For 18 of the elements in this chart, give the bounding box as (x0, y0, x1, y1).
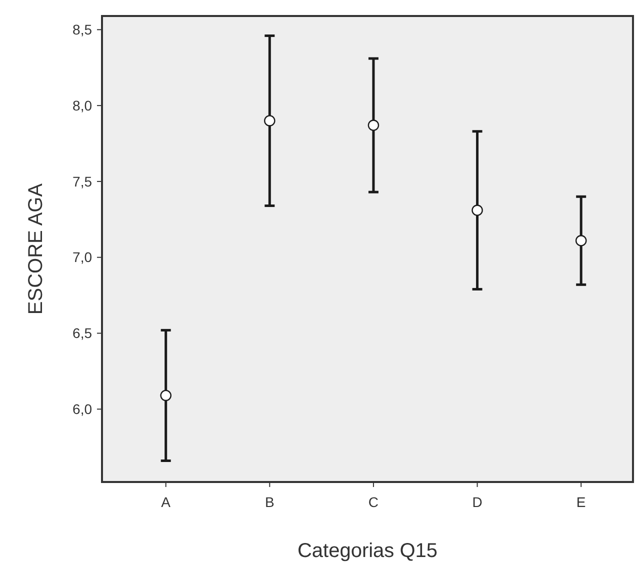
y-tick-label: 6,0 (72, 401, 92, 418)
y-axis-title: ESCORE AGA (25, 182, 47, 315)
x-tick-label: E (576, 494, 586, 510)
point (575, 235, 587, 246)
x-tick-label: B (264, 494, 274, 510)
point (160, 390, 172, 402)
point (472, 204, 483, 216)
x-tick-label: A (161, 494, 172, 510)
x-tick-label: D (472, 494, 482, 510)
point (264, 115, 276, 126)
y-tick-label: 7,5 (72, 173, 92, 190)
y-tick-label: 6,5 (72, 325, 92, 342)
y-tick-label: 8,0 (72, 97, 92, 114)
x-axis-title: Categorias Q15 (297, 540, 438, 562)
point (368, 120, 380, 131)
y-tick-label: 8,5 (72, 22, 92, 38)
y-tick-label: 7,0 (72, 249, 92, 266)
x-tick-label: C (368, 494, 379, 510)
